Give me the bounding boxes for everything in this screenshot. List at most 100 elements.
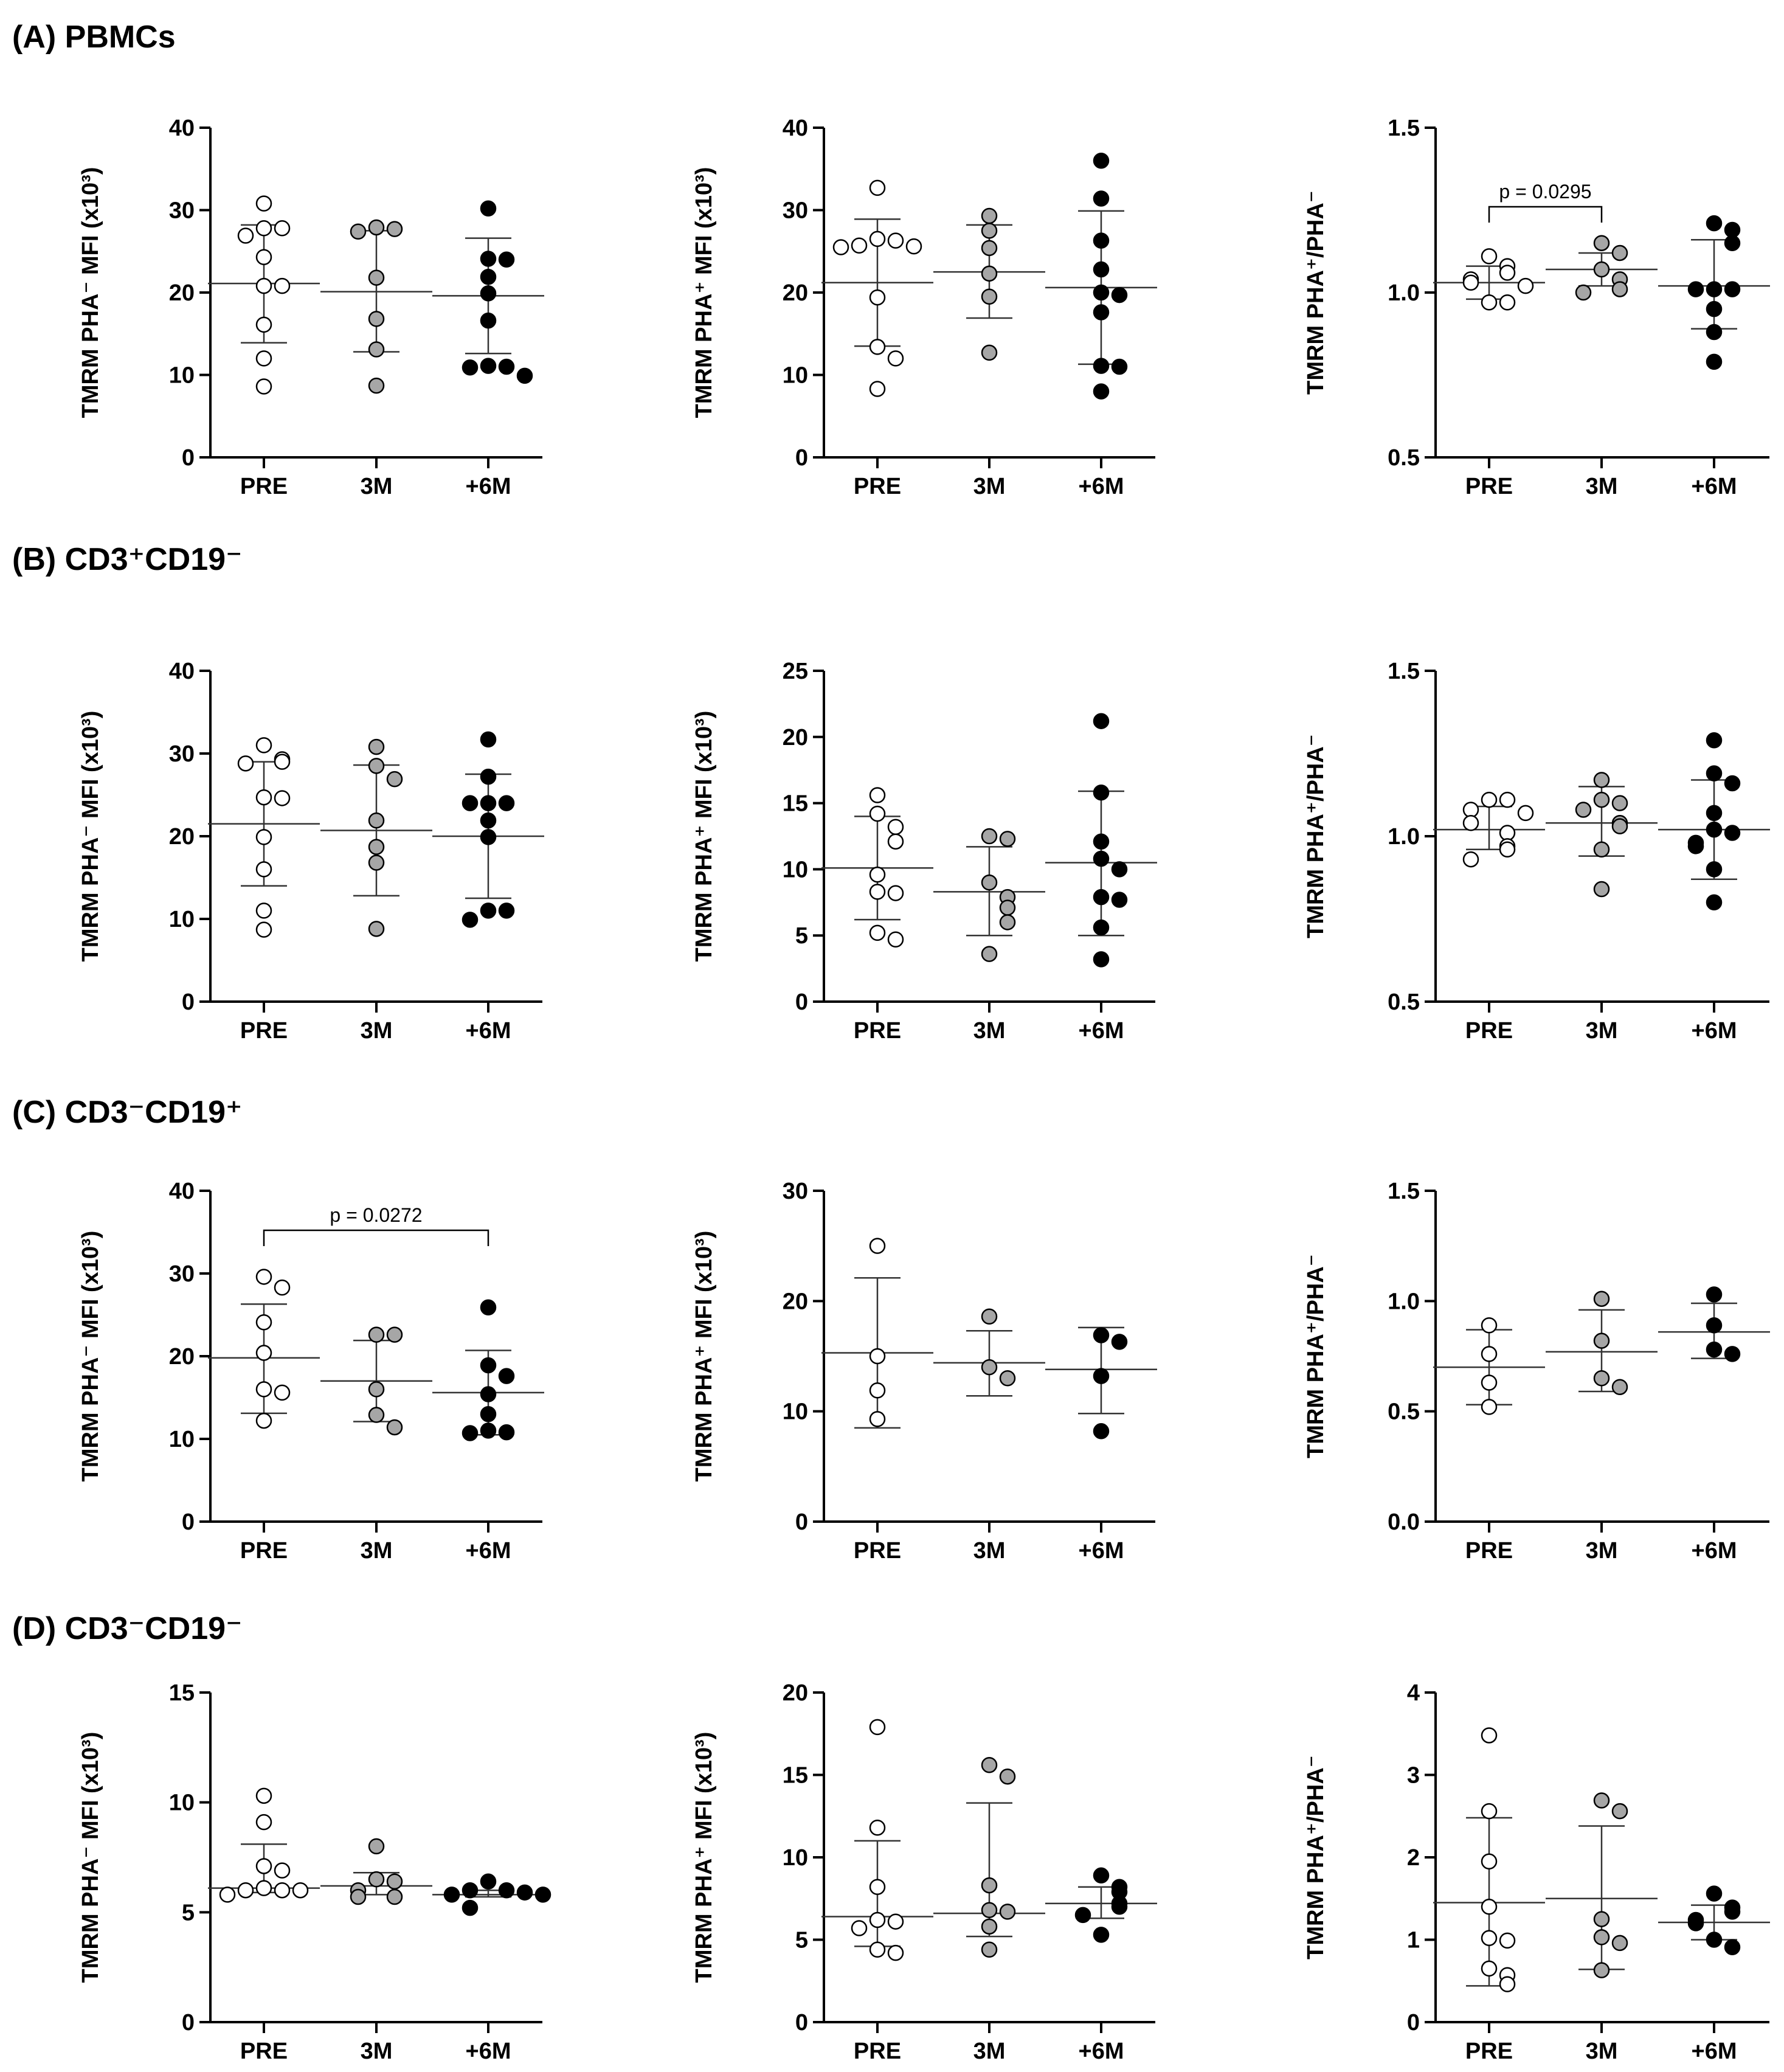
section-title: (B) CD3⁺CD19⁻ xyxy=(12,542,243,577)
data-point xyxy=(368,311,385,327)
y-tick-label: 1 xyxy=(1407,1928,1420,1953)
data-point xyxy=(981,240,998,257)
data-point xyxy=(851,237,868,254)
x-tick-label: PRE xyxy=(854,1538,901,1564)
p-value-label: p = 0.0295 xyxy=(1499,181,1591,203)
data-point xyxy=(1093,713,1110,729)
data-point xyxy=(887,1944,904,1961)
x-tick-label: +6M xyxy=(466,1538,511,1564)
data-point xyxy=(887,232,904,249)
data-point xyxy=(981,1941,998,1958)
data-point xyxy=(462,1899,479,1916)
data-point xyxy=(480,903,497,919)
data-point xyxy=(1499,841,1516,858)
x-tick-label: PRE xyxy=(240,1018,288,1044)
data-point xyxy=(981,1918,998,1935)
x-tick-label: +6M xyxy=(1692,1538,1737,1564)
data-point xyxy=(350,223,367,240)
x-tick-label: +6M xyxy=(466,1018,511,1044)
y-tick-label: 40 xyxy=(783,116,808,141)
data-point xyxy=(887,1913,904,1930)
data-point xyxy=(1111,358,1128,375)
y-tick-label: 0 xyxy=(795,445,808,471)
data-point xyxy=(255,1345,272,1361)
y-tick-label: 40 xyxy=(169,659,195,684)
y-axis-label: TMRM PHA⁺/PHA⁻ xyxy=(1303,1755,1329,1959)
y-tick-label: 1.0 xyxy=(1388,1289,1420,1314)
data-point xyxy=(1462,274,1479,291)
chart-C2: 0 10 20 30 PRE 3M +6M TMRM PHA⁺ MFI (x10³) xyxy=(691,1179,1157,1564)
data-point xyxy=(999,899,1016,916)
data-point xyxy=(255,861,272,878)
data-point xyxy=(1074,1907,1091,1924)
data-point xyxy=(1093,1368,1110,1384)
data-point xyxy=(981,288,998,305)
data-point xyxy=(981,1756,998,1773)
x-tick-label: PRE xyxy=(854,1018,901,1044)
data-point xyxy=(1111,1334,1128,1350)
data-point xyxy=(255,220,272,237)
data-point xyxy=(869,866,886,883)
y-axis-label: TMRM PHA⁺ MFI (x10³) xyxy=(691,1231,717,1482)
y-tick-label: 1.0 xyxy=(1388,824,1420,850)
y-tick-label: 0 xyxy=(182,2010,195,2036)
data-point xyxy=(480,1422,497,1439)
data-point xyxy=(1593,1370,1610,1387)
y-tick-label: 40 xyxy=(169,116,195,141)
data-point xyxy=(869,1348,886,1365)
x-tick-label: +6M xyxy=(1079,2039,1124,2064)
p-value-label: p = 0.0272 xyxy=(330,1204,422,1226)
data-point xyxy=(1593,1291,1610,1307)
section-title: (D) CD3⁻CD19⁻ xyxy=(12,1611,243,1646)
data-point xyxy=(1724,281,1741,297)
y-tick-label: 0 xyxy=(1407,2010,1420,2036)
chart-B2: 0 5 10 15 20 25 PRE 3M +6M TMRM PHA⁺ MFI (x10³) xyxy=(691,659,1157,1044)
y-tick-label: 0 xyxy=(182,989,195,1015)
significance-bracket xyxy=(263,1229,489,1246)
data-point xyxy=(1611,1803,1628,1820)
y-tick-label: 15 xyxy=(783,1763,808,1789)
data-point xyxy=(480,829,497,845)
data-point xyxy=(368,921,385,937)
data-point xyxy=(1462,851,1479,868)
data-point xyxy=(516,367,533,384)
data-point xyxy=(1481,1853,1498,1870)
data-point xyxy=(368,758,385,774)
data-point xyxy=(368,738,385,755)
y-tick-label: 3 xyxy=(1407,1763,1420,1789)
data-point xyxy=(368,854,385,871)
y-tick-label: 5 xyxy=(182,1900,195,1925)
data-point xyxy=(1706,300,1723,317)
y-tick-label: 5 xyxy=(795,923,808,949)
data-point xyxy=(869,339,886,355)
data-point xyxy=(498,1368,515,1384)
x-tick-label: 3M xyxy=(1586,474,1618,499)
y-tick-label: 10 xyxy=(783,1845,808,1871)
section-title: (A) PBMCs xyxy=(12,19,176,55)
chart-D1: (D) CD3⁻CD19⁻ 0 5 10 15 PRE 3M +6M TMRM PHA⁻ MFI… xyxy=(12,1611,551,2064)
data-point xyxy=(274,1862,291,1879)
x-tick-label: +6M xyxy=(1692,474,1737,499)
data-point xyxy=(887,350,904,367)
chart-D3: 0 1 2 3 4 PRE 3M +6M TMRM PHA⁺/PHA⁻ xyxy=(1303,1680,1770,2064)
data-point xyxy=(1093,833,1110,850)
y-tick-label: 15 xyxy=(169,1680,195,1706)
data-point xyxy=(480,269,497,285)
data-point xyxy=(869,230,886,248)
data-point xyxy=(1706,353,1723,370)
data-point xyxy=(905,238,922,255)
data-point xyxy=(255,1787,272,1804)
data-point xyxy=(1611,1935,1628,1952)
data-point xyxy=(1593,235,1610,251)
data-point xyxy=(462,912,479,928)
data-point xyxy=(1593,261,1610,278)
chart-B3: 0.5 1.0 1.5 PRE 3M +6M TMRM PHA⁺/PHA⁻ xyxy=(1303,659,1770,1044)
data-point xyxy=(869,1411,886,1427)
data-point xyxy=(1481,1346,1498,1362)
data-point xyxy=(1724,235,1741,251)
data-point xyxy=(1706,215,1723,232)
data-point xyxy=(480,731,497,748)
x-tick-label: PRE xyxy=(1465,2039,1513,2064)
y-axis-label: TMRM PHA⁻ MFI (x10³) xyxy=(78,167,103,418)
data-point xyxy=(1706,1885,1723,1902)
